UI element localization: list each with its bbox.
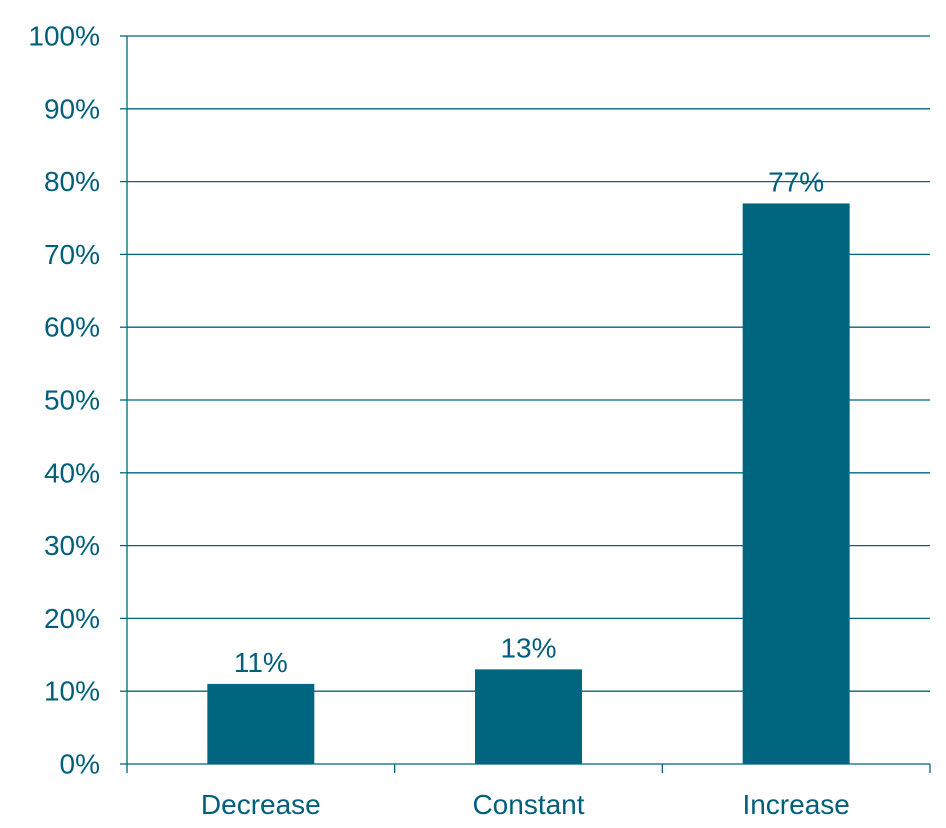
data-label: 11% bbox=[234, 647, 288, 678]
axes bbox=[120, 35, 931, 773]
data-label: 13% bbox=[500, 632, 556, 663]
x-tick-label: Increase bbox=[742, 789, 849, 820]
bar-increase bbox=[742, 203, 850, 764]
y-tick-label: 30% bbox=[44, 530, 100, 561]
bars bbox=[207, 203, 850, 764]
y-tick-label: 90% bbox=[44, 93, 100, 124]
bar-decrease bbox=[207, 683, 315, 764]
y-tick-label: 70% bbox=[44, 239, 100, 270]
y-tick-label: 0% bbox=[60, 749, 100, 780]
y-tick-label: 10% bbox=[44, 676, 100, 707]
x-tick-label: Constant bbox=[472, 789, 584, 820]
bar-constant bbox=[475, 669, 582, 764]
labels: 0% 10% 20% 30% 40% 50% 60% 70% 80% 90% 100% 11% Decr… bbox=[28, 21, 849, 821]
y-tick-label: 60% bbox=[44, 312, 100, 343]
y-tick-label: 50% bbox=[44, 385, 100, 416]
y-tick-label: 20% bbox=[44, 603, 100, 634]
gridlines bbox=[127, 35, 930, 692]
data-label: 77% bbox=[768, 166, 824, 197]
y-tick-label: 100% bbox=[28, 21, 100, 52]
x-tick-label: Decrease bbox=[201, 789, 321, 820]
y-tick-label: 80% bbox=[44, 166, 100, 197]
y-tick-label: 40% bbox=[44, 457, 100, 488]
